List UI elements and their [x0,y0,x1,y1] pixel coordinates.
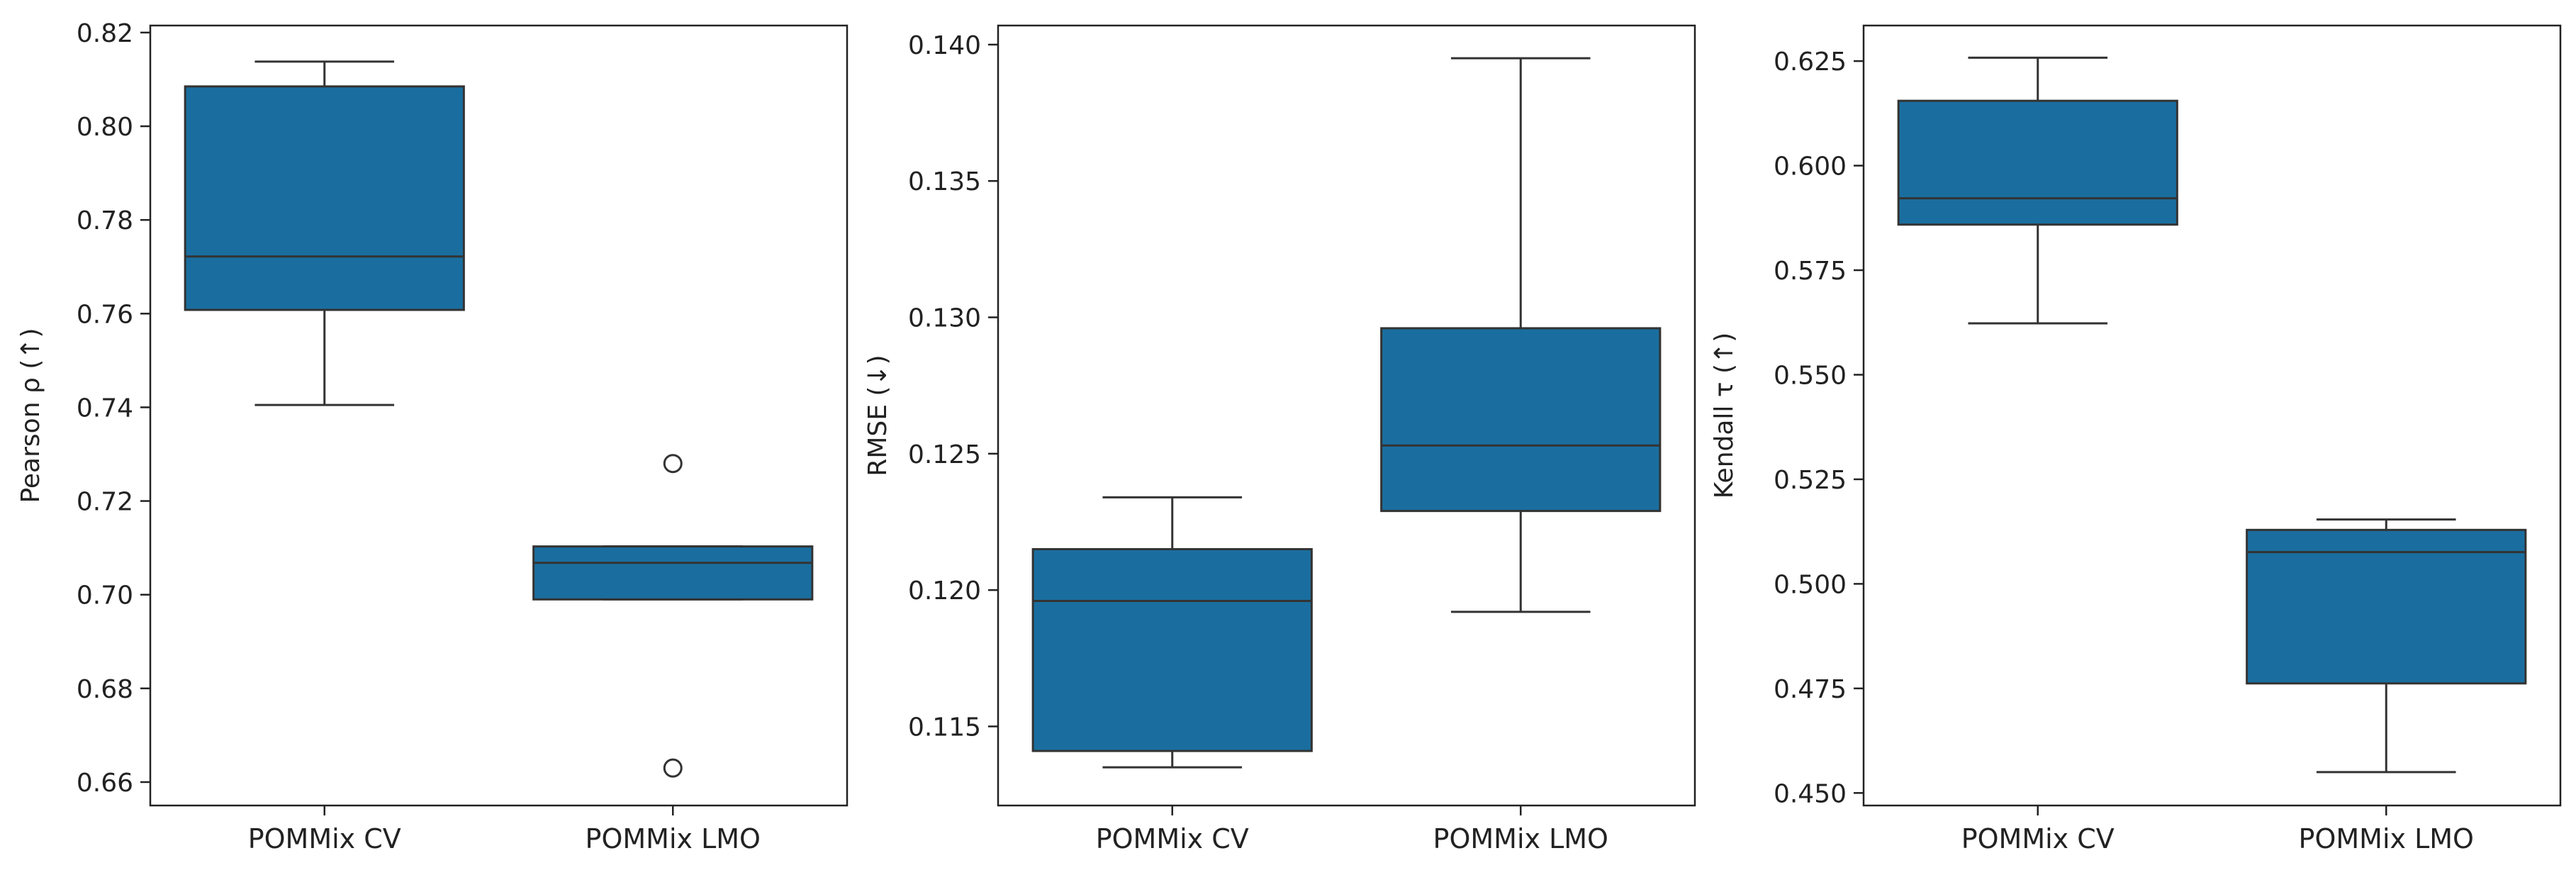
y-tick-label: 0.74 [77,394,133,423]
plot-frame [149,24,849,807]
y-tick-label: 0.78 [77,206,133,235]
y-tick-label: 0.68 [77,675,133,704]
y-tick-label: 0.625 [1774,48,1847,77]
y-tick-label: 0.140 [908,31,981,60]
x-tick-label: POMMix CV [1961,823,2115,854]
box-1 [532,454,814,778]
x-tick-label: POMMix LMO [586,823,761,854]
y-tick-label: 0.120 [908,576,981,606]
box-0 [1031,496,1313,769]
x-tick-label: POMMix LMO [1433,823,1608,854]
y-tick-label: 0.475 [1774,675,1847,704]
iqr-box [2246,528,2527,685]
panel-kendall: 0.450 0.475 0.500 0.525 0.550 0.575 0.600 0.625… [1710,24,2562,854]
y-tick-label: 0.450 [1774,779,1847,808]
y-tick-label: 0.115 [908,713,981,742]
y-tick-label: 0.130 [908,304,981,333]
box-0 [184,60,465,406]
y-tick-label: 0.600 [1774,152,1847,182]
iqr-box [1897,99,2178,226]
iqr-box [1380,327,1662,513]
y-tick-label: 0.135 [908,167,981,196]
iqr-box [184,85,465,311]
y-tick-label: 0.70 [77,581,133,611]
panel-pearson: 0.66 0.68 0.70 0.72 0.74 0.76 0.78 0.80 0.82 POMM… [16,19,849,854]
x-tick-label: POMMix CV [248,823,401,854]
outlier-point [663,758,683,778]
outlier-point [663,454,683,474]
y-tick-label: 0.82 [77,19,133,48]
y-tick-label: 0.76 [77,300,133,329]
plot-frame [1862,24,2562,807]
plot-frame [997,24,1696,807]
y-tick-label: 0.550 [1774,361,1847,390]
panel-rmse: 0.115 0.120 0.125 0.130 0.135 0.140 POMMix CV P… [863,24,1696,854]
y-axis-title: RMSE (↓) [863,355,892,476]
box-1 [1380,57,1662,613]
y-tick-label: 0.575 [1774,257,1847,286]
y-tick-label: 0.125 [908,440,981,469]
y-tick-label: 0.500 [1774,570,1847,599]
y-axis-title: Kendall τ (↑) [1710,333,1739,499]
iqr-box [1031,547,1313,752]
box-0 [1897,56,2178,325]
box-1 [2246,518,2527,774]
y-axis-title: Pearson ρ (↑) [16,328,45,503]
y-tick-label: 0.72 [77,488,133,517]
iqr-box [532,545,814,601]
x-tick-label: POMMix LMO [2299,823,2474,854]
y-tick-label: 0.66 [77,769,133,798]
x-tick-label: POMMix CV [1096,823,1249,854]
y-tick-label: 0.525 [1774,466,1847,495]
y-tick-label: 0.80 [77,113,133,142]
